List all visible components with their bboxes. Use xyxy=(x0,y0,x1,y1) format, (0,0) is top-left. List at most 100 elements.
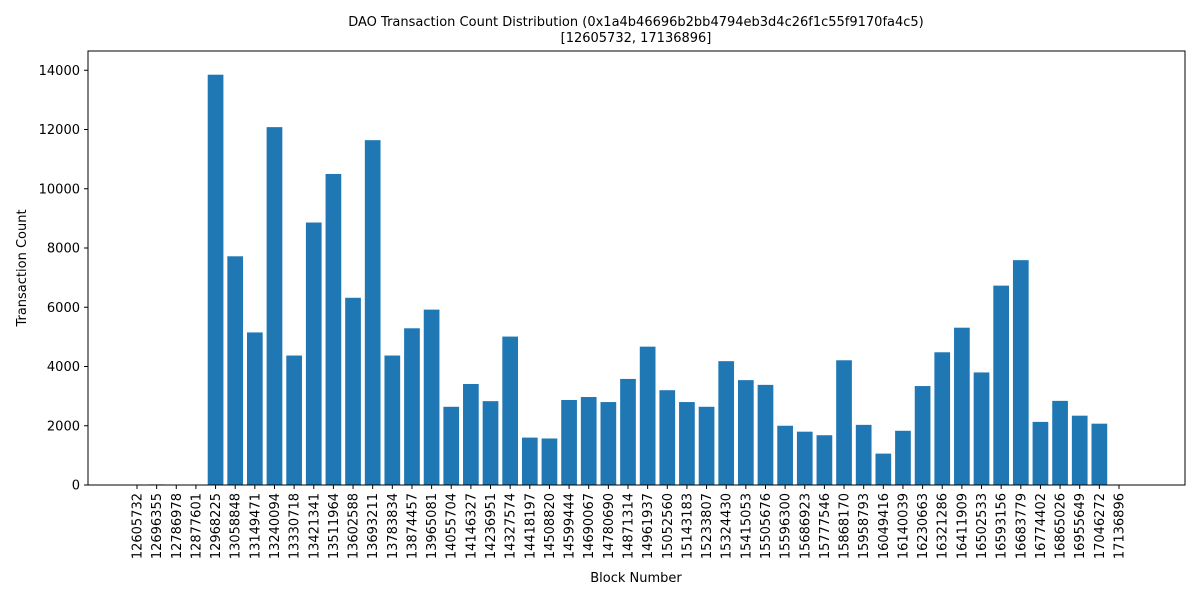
x-tick-label: 13330718 xyxy=(288,493,303,559)
bar xyxy=(659,390,676,485)
bar xyxy=(384,355,401,485)
x-tick-label: 14961937 xyxy=(641,493,656,559)
x-tick-label: 12968225 xyxy=(209,493,224,559)
x-tick-label: 12605732 xyxy=(131,493,146,559)
bar xyxy=(423,309,440,485)
bar xyxy=(502,336,519,485)
plot-frame xyxy=(87,50,1186,486)
bars xyxy=(148,74,1108,486)
x-tick-label: 15596300 xyxy=(779,493,794,559)
x-tick-label: 12786978 xyxy=(170,493,185,559)
x-tick-label: 16140039 xyxy=(896,493,911,559)
x-tick-label: 14327574 xyxy=(504,493,519,559)
x-tick-label: 16955649 xyxy=(1073,493,1088,559)
bar xyxy=(796,431,813,485)
x-tick-label: 16774402 xyxy=(1034,493,1049,559)
bar xyxy=(1091,423,1108,485)
bar xyxy=(1032,421,1049,485)
bar xyxy=(954,327,970,485)
x-tick-label: 15777546 xyxy=(818,493,833,559)
x-tick-label: 16683779 xyxy=(1014,493,1029,559)
x-tick-label: 16230663 xyxy=(916,493,931,559)
y-tick-label: 6000 xyxy=(47,301,80,316)
bar xyxy=(227,256,244,485)
y-tick-label: 12000 xyxy=(39,123,80,138)
x-tick-label: 14508820 xyxy=(543,493,558,559)
x-tick-label: 13965081 xyxy=(425,493,440,559)
x-tick-label: 12877601 xyxy=(189,493,204,559)
x-tick-label: 13149471 xyxy=(248,493,263,559)
bar xyxy=(482,401,499,485)
bar xyxy=(895,430,911,485)
y-tick-label: 0 xyxy=(72,479,80,494)
x-tick-label: 13421341 xyxy=(307,493,322,559)
x-tick-label: 16865026 xyxy=(1054,493,1069,559)
x-tick-label: 15868170 xyxy=(838,493,853,559)
x-tick-label: 15233807 xyxy=(700,493,715,559)
bar xyxy=(305,222,322,485)
y-tick-label: 4000 xyxy=(47,360,80,375)
bar xyxy=(816,435,833,485)
bar xyxy=(1012,260,1029,485)
bar xyxy=(698,406,715,485)
bar xyxy=(345,297,361,485)
x-tick-label: 16502533 xyxy=(975,493,990,559)
x-tick-label: 16049416 xyxy=(877,493,892,559)
bar xyxy=(521,437,538,485)
x-tick-label: 15686923 xyxy=(798,493,813,559)
bar xyxy=(600,402,617,485)
x-tick-label: 17136896 xyxy=(1113,493,1128,559)
bar xyxy=(1052,400,1068,485)
y-axis: 0 2000 4000 6000 8000 10000 12000 14000 xyxy=(39,64,88,494)
bar xyxy=(404,328,420,485)
y-tick-label: 10000 xyxy=(39,182,80,197)
bar xyxy=(541,438,558,485)
bar xyxy=(914,386,931,485)
bar xyxy=(463,383,479,485)
x-tick-label: 14236951 xyxy=(484,493,499,559)
y-axis-label: Transaction Count xyxy=(15,209,30,327)
bar xyxy=(993,285,1010,485)
x-tick-label: 14146327 xyxy=(464,493,479,559)
x-tick-label: 15415053 xyxy=(739,493,754,559)
x-tick-label: 12696355 xyxy=(150,493,165,559)
bar xyxy=(364,140,381,485)
x-tick-label: 15505676 xyxy=(759,493,774,559)
x-axis: 12605732 12696355 12786978 12877601 12968225… xyxy=(131,485,1128,559)
bar xyxy=(266,127,283,485)
x-tick-label: 15958793 xyxy=(857,493,872,559)
x-tick-label: 14871314 xyxy=(622,493,637,559)
x-tick-label: 16593156 xyxy=(995,493,1010,559)
x-tick-label: 14690067 xyxy=(582,493,597,559)
x-tick-label: 13602588 xyxy=(347,493,362,559)
bar xyxy=(286,355,302,485)
bar xyxy=(855,424,872,485)
x-tick-label: 13058848 xyxy=(229,493,244,559)
chart-title-line1: DAO Transaction Count Distribution (0x1a… xyxy=(348,15,924,30)
bar xyxy=(246,332,263,485)
x-tick-label: 13783834 xyxy=(386,493,401,559)
x-tick-label: 13511964 xyxy=(327,493,342,559)
bar xyxy=(875,453,892,485)
x-axis-label: Block Number xyxy=(590,571,682,586)
bar xyxy=(737,380,754,485)
bar xyxy=(757,384,774,485)
bar xyxy=(777,425,793,485)
y-tick-label: 14000 xyxy=(39,64,80,79)
bar xyxy=(718,361,735,485)
bar xyxy=(639,346,656,485)
x-tick-label: 14055704 xyxy=(445,493,460,559)
x-tick-label: 16321286 xyxy=(936,493,951,559)
y-tick-label: 8000 xyxy=(47,242,80,257)
x-tick-label: 14418197 xyxy=(523,493,538,559)
y-tick-label: 2000 xyxy=(47,419,80,434)
x-tick-label: 15052560 xyxy=(661,493,676,559)
bar xyxy=(207,74,224,486)
x-tick-label: 14599444 xyxy=(563,493,578,559)
x-tick-label: 14780690 xyxy=(602,493,617,559)
chart-title-line2: [12605732, 17136896] xyxy=(561,31,712,46)
bar xyxy=(561,399,577,485)
x-tick-label: 16411909 xyxy=(955,493,970,559)
bar xyxy=(325,173,342,485)
x-tick-label: 13874457 xyxy=(405,493,420,559)
